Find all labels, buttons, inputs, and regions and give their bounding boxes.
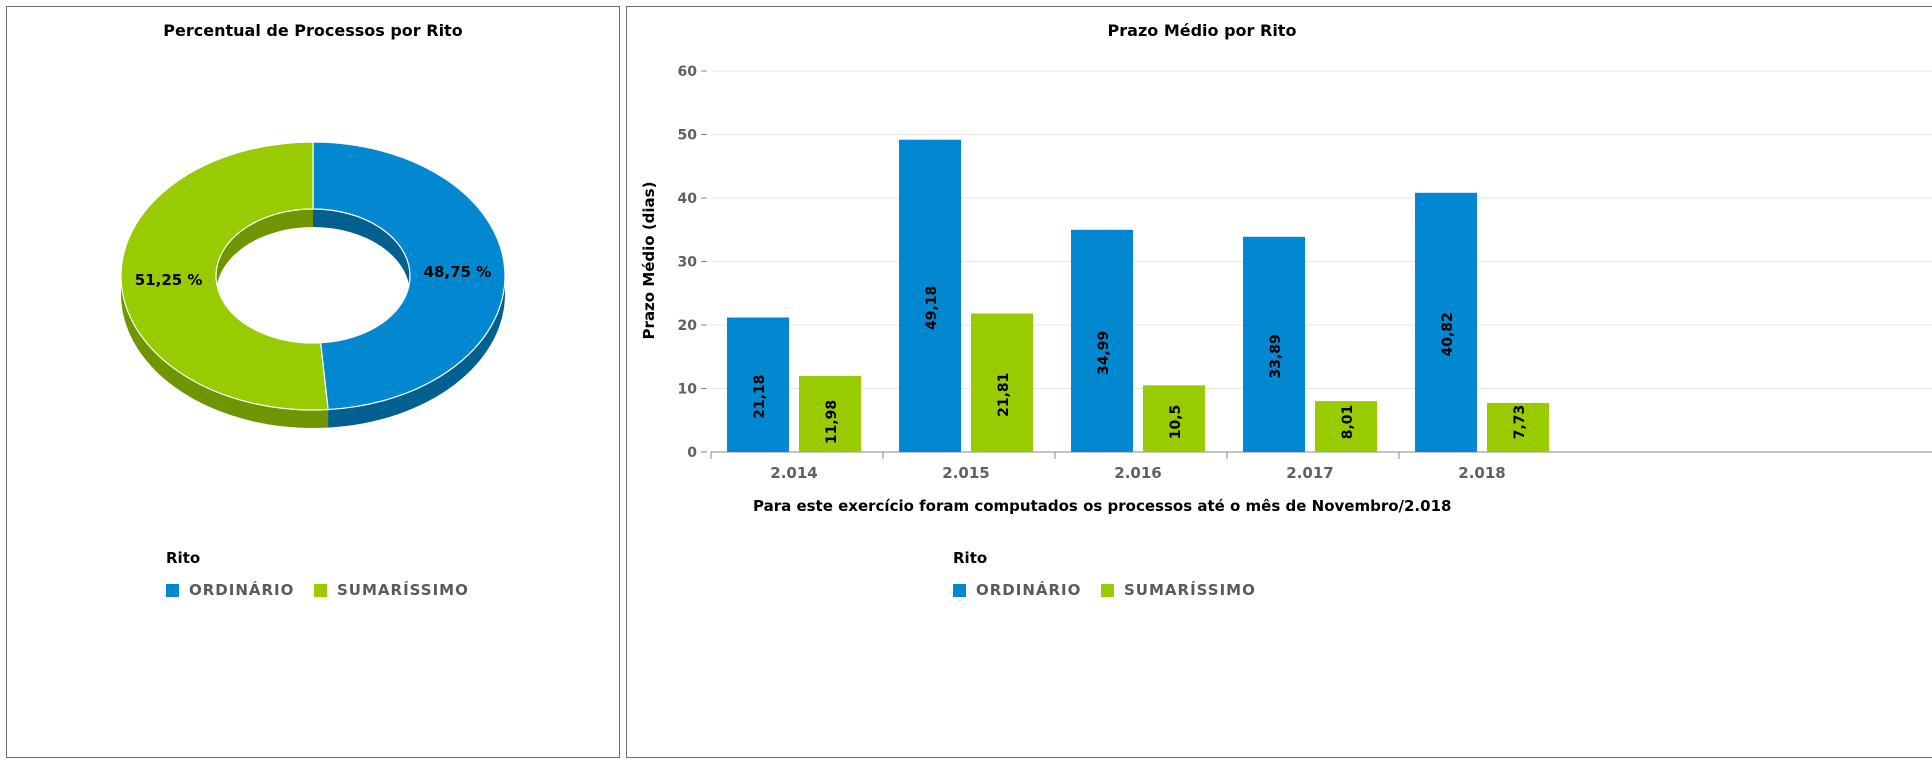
bar-sumaríssimo-2.016[interactable] — [1143, 385, 1205, 452]
y-tick-label: 10 — [678, 382, 698, 398]
bar-legend-label-sumarissimo: SUMARÍSSIMO — [1124, 581, 1256, 599]
pie-slice-inner-wall-1 — [216, 209, 313, 294]
bar-data-label: 49,18 — [924, 286, 940, 330]
bar-ordinário-2.016[interactable] — [1071, 229, 1133, 452]
pie-slice-inner-wall-0 — [313, 209, 410, 294]
pie-slice-sumaríssimo[interactable] — [120, 141, 329, 411]
bar-chart-title: Prazo Médio por Rito — [1107, 21, 1297, 40]
bar-ordinário-2.018[interactable] — [1415, 192, 1477, 452]
pie-chart: 48,75 % 51,25 % — [120, 141, 506, 428]
x-tick-label: 2.018 — [1458, 464, 1505, 482]
bar-data-label: 33,89 — [1268, 334, 1284, 378]
y-tick-label: 0 — [687, 445, 697, 461]
pie-legend-item-sumarissimo[interactable]: SUMARÍSSIMO — [314, 581, 469, 599]
bar-data-label: 34,99 — [1096, 331, 1112, 375]
bar-legend-item-sumarissimo[interactable]: SUMARÍSSIMO — [1101, 581, 1256, 599]
pie-data-label-0: 48,75 % — [424, 263, 492, 281]
bar-sumaríssimo-2.018[interactable] — [1487, 402, 1549, 452]
bar-sumaríssimo-2.017[interactable] — [1315, 401, 1377, 452]
y-tick-label: 50 — [678, 128, 698, 144]
bar-data-label: 7,73 — [1512, 405, 1528, 440]
y-tick-label: 40 — [678, 191, 698, 207]
pie-data-label-1: 51,25 % — [135, 271, 203, 289]
bar-legend-item-ordinario[interactable]: ORDINÁRIO — [953, 581, 1081, 599]
bar-legend-title: Rito — [953, 549, 988, 567]
pie-legend-item-ordinario[interactable]: ORDINÁRIO — [166, 581, 294, 599]
pie-chart-title: Percentual de Processos por Rito — [163, 21, 463, 40]
bar-data-label: 11,98 — [824, 400, 840, 444]
bar-legend-label-ordinario: ORDINÁRIO — [976, 581, 1082, 599]
pie-legend-swatch-ordinario — [166, 583, 179, 597]
pie-chart-panel: Percentual de Processos por Rito 48,75 %… — [6, 6, 620, 758]
pie-legend-label-sumarissimo: SUMARÍSSIMO — [337, 581, 469, 599]
bar-data-label: 40,82 — [1440, 312, 1456, 356]
y-tick-label: 20 — [678, 318, 698, 334]
x-tick-label: 2.015 — [942, 464, 989, 482]
pie-slice-wall-1 — [121, 276, 329, 428]
x-tick-label: 2.014 — [770, 464, 817, 482]
bar-chart: 0 10 20 30 40 50 60 Prazo Médio (dias) 21,18 11,9… — [640, 64, 1932, 482]
x-tick-label: 2.017 — [1286, 464, 1333, 482]
bar-ordinário-2.015[interactable] — [899, 139, 961, 452]
pie-legend-swatch-sumarissimo — [314, 583, 327, 597]
x-tick-label: 2.016 — [1114, 464, 1161, 482]
pie-slice-ordinário[interactable] — [312, 141, 506, 411]
bar-data-label: 21,18 — [752, 375, 768, 419]
bar-sumaríssimo-2.015[interactable] — [971, 313, 1033, 452]
y-tick-label: 60 — [678, 64, 698, 80]
pie-legend-label-ordinario: ORDINÁRIO — [189, 581, 295, 599]
y-tick-label: 30 — [678, 255, 698, 271]
bar-ordinário-2.014[interactable] — [727, 317, 789, 452]
bar-chart-xlabel: Para este exercício foram computados os … — [753, 497, 1452, 515]
bar-chart-panel: Prazo Médio por Rito 0 10 20 30 40 50 60 Prazo … — [626, 6, 1932, 758]
bar-data-label: 8,01 — [1340, 405, 1356, 440]
bar-ordinário-2.017[interactable] — [1243, 236, 1305, 452]
pie-slice-wall-0 — [328, 276, 505, 428]
pie-legend-title: Rito — [166, 549, 201, 567]
bar-legend-swatch-ordinario — [953, 583, 966, 597]
bar-data-label: 10,5 — [1168, 405, 1184, 440]
bar-chart-ylabel: Prazo Médio (dias) — [640, 182, 658, 340]
bar-data-label: 21,81 — [996, 373, 1012, 417]
bar-legend-swatch-sumarissimo — [1101, 583, 1114, 597]
bar-sumaríssimo-2.014[interactable] — [799, 375, 861, 452]
